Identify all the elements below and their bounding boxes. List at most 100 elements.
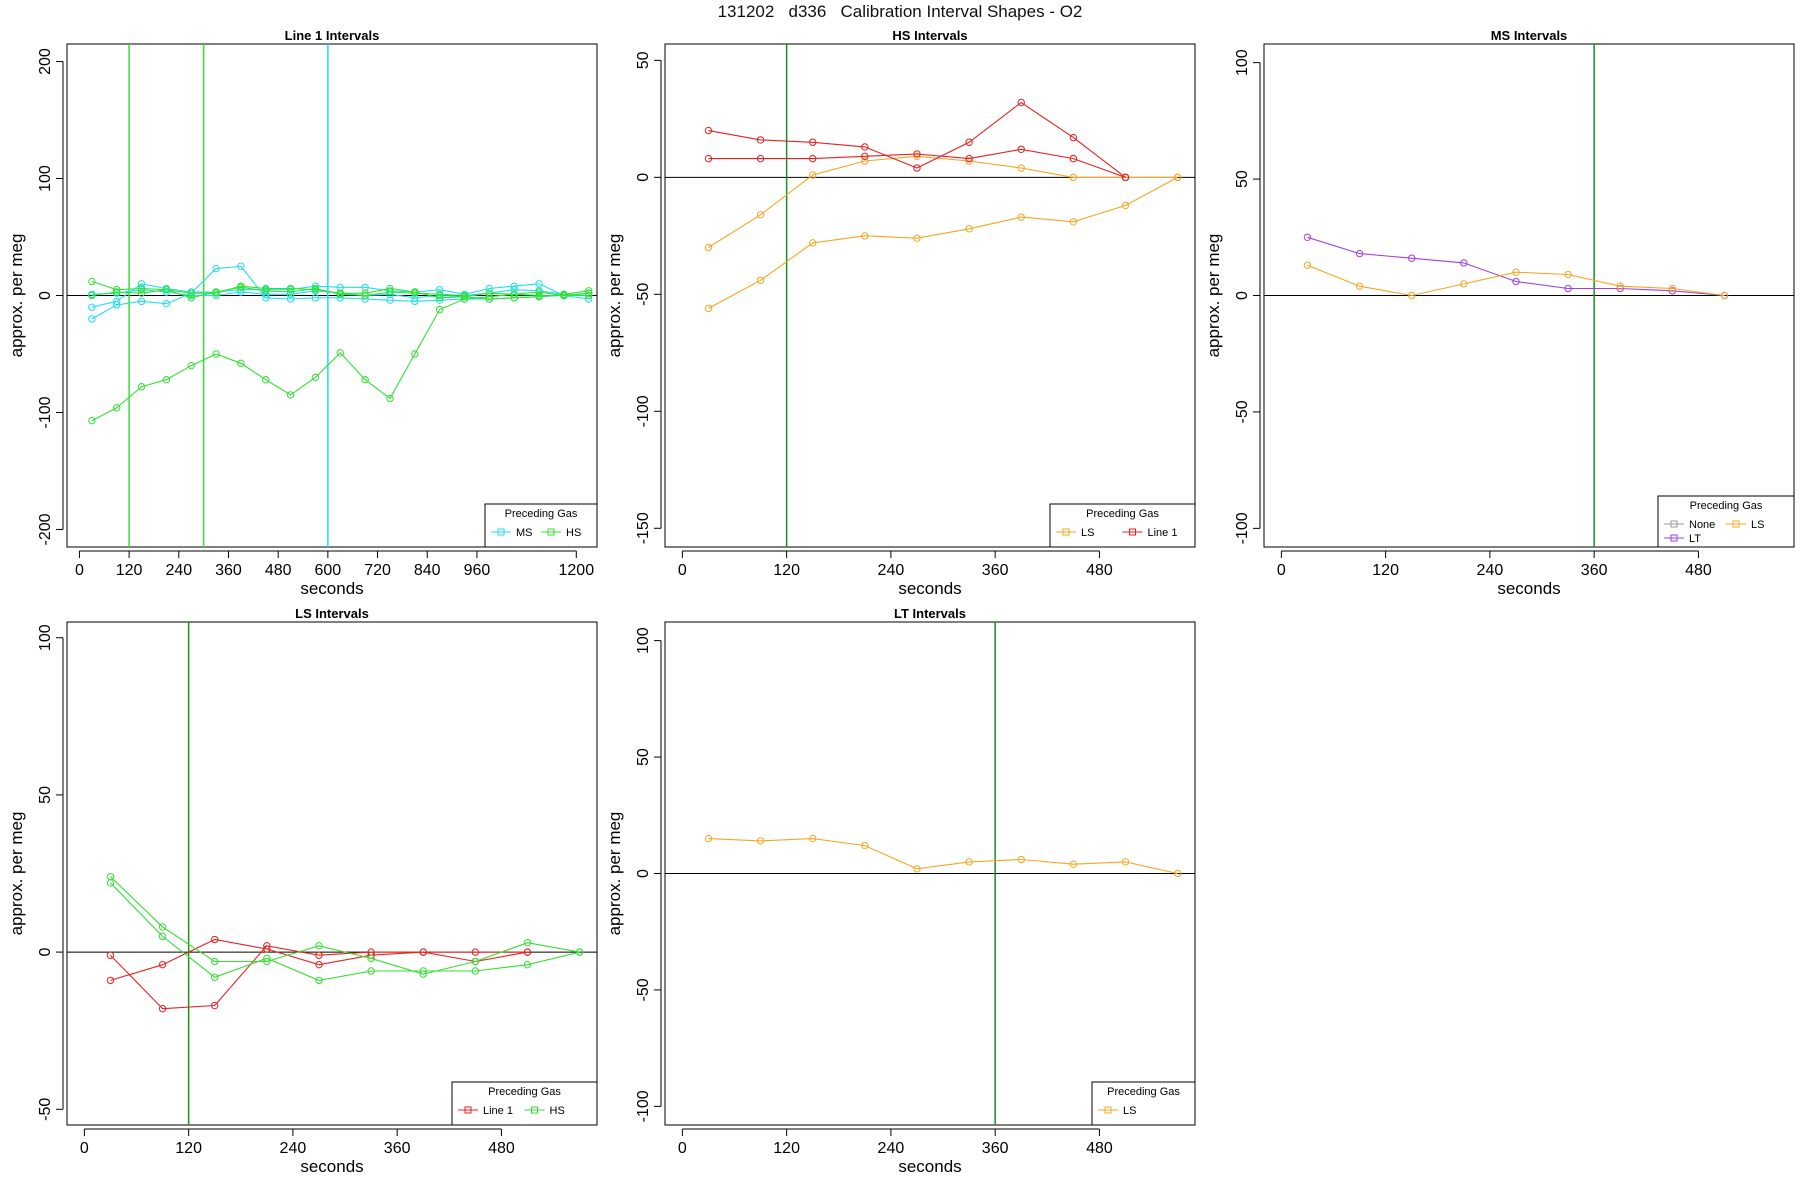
data-point: [913, 865, 921, 873]
data-point: [704, 154, 713, 163]
data-point: [1460, 259, 1468, 267]
data-point: [315, 951, 323, 959]
data-point: [809, 154, 817, 163]
series-line-hs: [91, 293, 589, 422]
legend: Preceding Gas LS Line 1: [1049, 503, 1196, 548]
data-point: [187, 361, 195, 370]
data-point: [137, 289, 146, 297]
data-point: [112, 404, 121, 412]
x-tick-label: 120: [175, 1140, 202, 1157]
data-point: [510, 285, 518, 294]
data-point: [367, 967, 375, 975]
y-tick-label: 50: [1234, 170, 1251, 188]
data-point: [411, 289, 419, 297]
x-axis-label: seconds: [300, 579, 363, 598]
data-point: [311, 284, 320, 293]
panel-title: LS Intervals: [295, 606, 369, 621]
y-tick-label: -200: [37, 513, 54, 545]
data-point: [386, 394, 394, 403]
x-tick-label: 0: [1277, 562, 1286, 579]
data-point: [704, 304, 713, 313]
series-line-line-1: [708, 148, 1126, 178]
y-tick-label: -100: [635, 1090, 652, 1122]
data-point: [1616, 282, 1624, 290]
x-tick-label: 1200: [559, 562, 595, 579]
panel-2: MS Intervals 0 120 240 360 480 seconds -100 -50 0…: [1204, 28, 1795, 598]
y-tick-label: -100: [37, 396, 54, 428]
legend-label: Line 1: [483, 1105, 513, 1117]
x-tick-label: 960: [464, 562, 491, 579]
data-point: [1564, 270, 1572, 279]
y-tick-label: -50: [1234, 400, 1251, 423]
series-line-hs: [110, 876, 580, 975]
data-point: [1512, 268, 1520, 276]
legend-swatch-marker: [547, 528, 555, 536]
x-tick-label: 0: [80, 1140, 89, 1157]
data-point: [315, 976, 323, 985]
data-point: [585, 289, 593, 297]
data-point: [965, 225, 973, 233]
legend-swatch-marker: [1062, 528, 1070, 536]
data-point: [112, 297, 121, 306]
data-point: [237, 283, 245, 292]
data-point: [162, 376, 171, 384]
data-point: [262, 284, 270, 293]
y-tick-label: 100: [37, 624, 54, 651]
y-tick-label: 0: [635, 173, 652, 182]
data-point: [187, 294, 195, 302]
data-point: [585, 291, 593, 300]
data-point: [88, 303, 96, 311]
data-point: [106, 879, 115, 887]
data-point: [756, 136, 765, 144]
x-tick-label: 360: [982, 1140, 1009, 1157]
data-point: [523, 960, 532, 969]
x-axis-label: seconds: [898, 579, 961, 598]
y-tick-label: 0: [37, 948, 54, 957]
data-point: [1173, 173, 1182, 182]
legend-label: None: [1689, 519, 1715, 531]
data-point: [460, 295, 469, 303]
legend-swatch-marker: [531, 1106, 538, 1114]
series-line-ls: [708, 176, 1178, 309]
legend-label: HS: [550, 1105, 565, 1117]
data-point: [1668, 287, 1677, 295]
data-point: [162, 288, 171, 296]
data-point: [965, 858, 973, 866]
data-point: [187, 291, 195, 300]
legend-label: LT: [1689, 533, 1701, 545]
data-point: [756, 154, 765, 163]
series-line-line-1: [708, 101, 1126, 178]
data-point: [510, 290, 518, 299]
data-point: [411, 294, 419, 302]
page-title: 131202 d336 Calibration Interval Shapes …: [717, 2, 1083, 21]
panel-3: LS Intervals 0 120 240 360 480 seconds -50 0 50 10…: [7, 606, 598, 1176]
legend-swatch-marker: [1670, 534, 1678, 542]
data-point: [112, 285, 121, 294]
x-tick-label: 480: [1086, 1140, 1113, 1157]
x-tick-label: 360: [384, 1140, 411, 1157]
data-point: [1017, 855, 1025, 864]
data-point: [435, 285, 444, 294]
data-point: [1355, 249, 1364, 258]
legend: Preceding Gas MS HS: [484, 503, 598, 548]
data-point: [88, 416, 96, 425]
y-axis-label: approx. per meg: [605, 234, 624, 358]
x-tick-label: 0: [678, 562, 687, 579]
data-point: [158, 932, 167, 941]
data-point: [485, 292, 494, 301]
data-point: [106, 976, 115, 985]
y-tick-label: 100: [1234, 49, 1251, 76]
legend-label: LS: [1751, 519, 1764, 531]
data-point: [263, 954, 271, 963]
legend-swatch-marker: [1104, 1106, 1112, 1114]
legend-label: LS: [1123, 1105, 1136, 1117]
data-point: [336, 283, 344, 292]
x-tick-label: 480: [1086, 562, 1113, 579]
legend-swatch-marker: [1670, 520, 1678, 528]
series-line-ls: [708, 838, 1178, 875]
data-point: [523, 938, 532, 947]
x-tick-label: 240: [165, 562, 192, 579]
data-point: [112, 288, 121, 296]
legend-swatch-marker: [1732, 520, 1740, 528]
